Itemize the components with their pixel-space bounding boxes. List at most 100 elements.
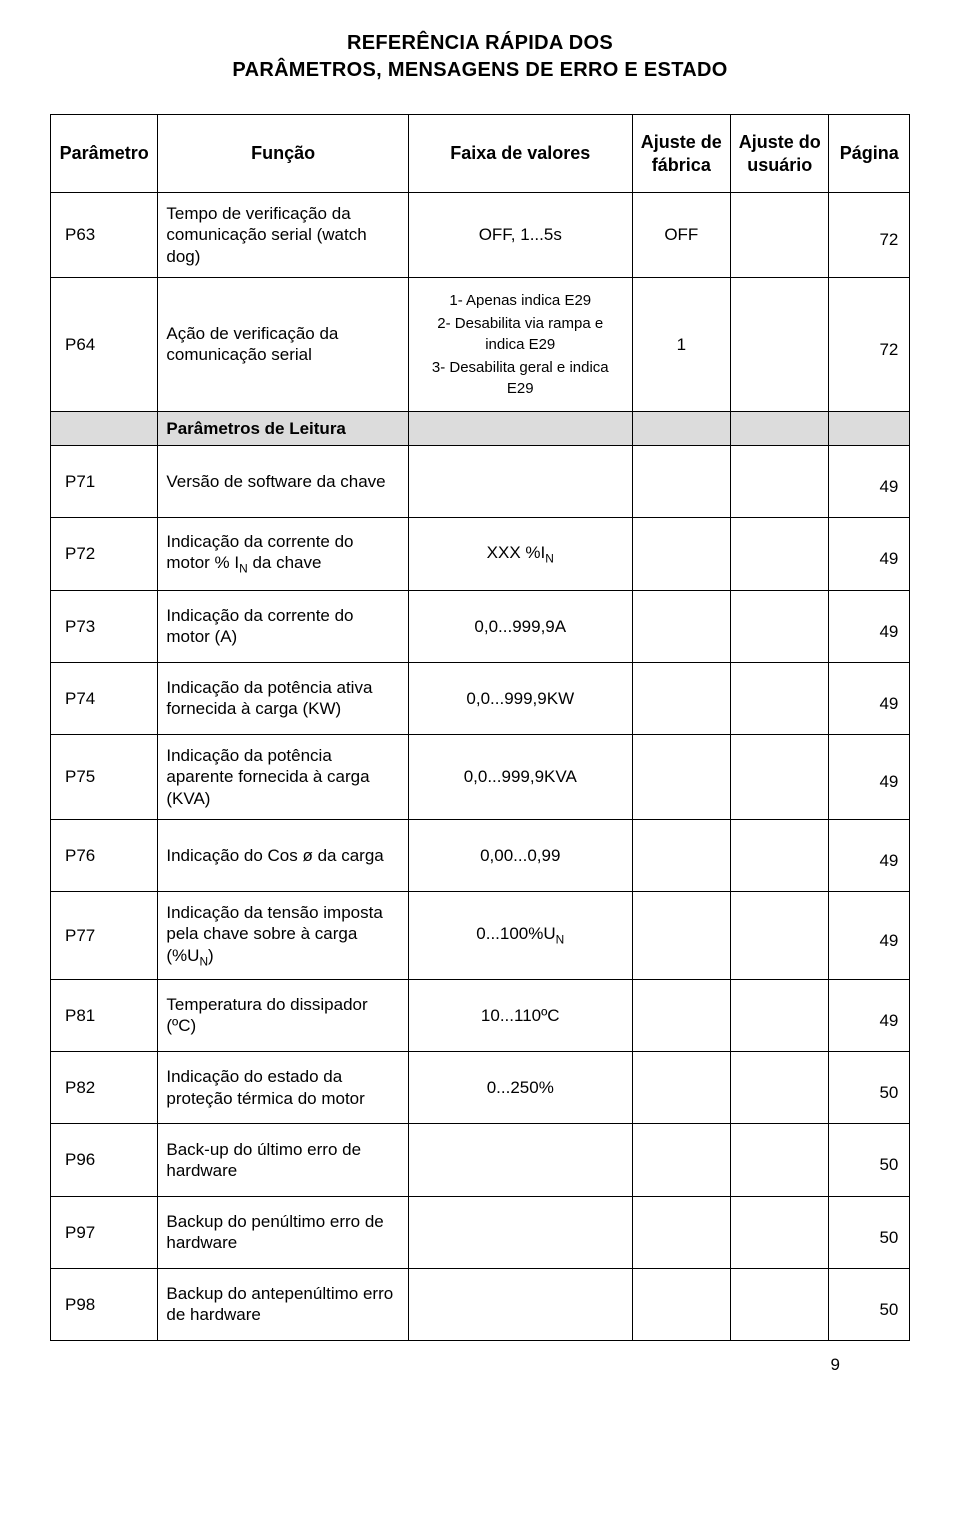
cell-func: Temperatura do dissipador (ºC)	[158, 979, 409, 1051]
cell-fab	[632, 892, 730, 980]
cell-func: Indicação da corrente do motor (A)	[158, 590, 409, 662]
cell-func: Indicação da tensão imposta pela chave s…	[158, 892, 409, 980]
cell-param: P72	[51, 518, 158, 590]
page-title: REFERÊNCIA RÁPIDA DOS PARÂMETROS, MENSAG…	[50, 30, 910, 84]
cell-param: P71	[51, 446, 158, 518]
parameters-table: Parâmetro Função Faixa de valores Ajuste…	[50, 114, 910, 1341]
cell-user	[731, 819, 829, 891]
cell-func: Back-up do último erro de hardware	[158, 1124, 409, 1196]
cell-fab	[632, 735, 730, 820]
cell-param: P73	[51, 590, 158, 662]
col-header-param: Parâmetro	[51, 115, 158, 193]
col-header-func: Função	[158, 115, 409, 193]
cell-fab	[632, 518, 730, 590]
cell-param: P64	[51, 277, 158, 411]
cell-fab	[632, 446, 730, 518]
cell-user	[731, 735, 829, 820]
cell-range: 0...250%	[408, 1052, 632, 1124]
cell-user	[731, 662, 829, 734]
cell-fab: OFF	[632, 193, 730, 278]
cell-fab	[632, 1196, 730, 1268]
cell-func: Indicação da potência ativa fornecida à …	[158, 662, 409, 734]
cell-param: P77	[51, 892, 158, 980]
cell-page: 72	[829, 193, 910, 278]
cell-page: 49	[829, 735, 910, 820]
cell-param: P63	[51, 193, 158, 278]
range-line: 2- Desabilita via rampa e indica E29	[417, 313, 624, 355]
table-row: P63 Tempo de verificação da comunicação …	[51, 193, 910, 278]
cell-func: Indicação do estado da proteção térmica …	[158, 1052, 409, 1124]
cell-range: 0...100%UN	[408, 892, 632, 980]
subscript: N	[545, 551, 554, 565]
cell-range: 10...110ºC	[408, 979, 632, 1051]
col-header-fabrica: Ajuste de fábrica	[632, 115, 730, 193]
cell-func: Backup do penúltimo erro de hardware	[158, 1196, 409, 1268]
section-empty	[408, 411, 632, 445]
func-text: )	[208, 946, 214, 965]
cell-fab	[632, 1124, 730, 1196]
cell-range	[408, 1268, 632, 1340]
section-empty	[51, 411, 158, 445]
cell-func: Ação de verificação da comunicação seria…	[158, 277, 409, 411]
footer-page-number: 9	[50, 1341, 910, 1375]
cell-param: P75	[51, 735, 158, 820]
cell-range: 0,0...999,9KW	[408, 662, 632, 734]
cell-user	[731, 518, 829, 590]
cell-page: 49	[829, 819, 910, 891]
page-container: REFERÊNCIA RÁPIDA DOS PARÂMETROS, MENSAG…	[0, 0, 960, 1395]
table-row: P82 Indicação do estado da proteção térm…	[51, 1052, 910, 1124]
cell-page: 72	[829, 277, 910, 411]
table-row: P73 Indicação da corrente do motor (A) 0…	[51, 590, 910, 662]
table-row: P64 Ação de verificação da comunicação s…	[51, 277, 910, 411]
cell-range: XXX %IN	[408, 518, 632, 590]
cell-user	[731, 979, 829, 1051]
cell-range: 0,00...0,99	[408, 819, 632, 891]
cell-fab	[632, 590, 730, 662]
cell-fab	[632, 1268, 730, 1340]
cell-func: Backup do antepenúltimo erro de hardware	[158, 1268, 409, 1340]
section-empty	[632, 411, 730, 445]
cell-user	[731, 1052, 829, 1124]
table-row: P75 Indicação da potência aparente forne…	[51, 735, 910, 820]
cell-range: 0,0...999,9KVA	[408, 735, 632, 820]
cell-user	[731, 1124, 829, 1196]
section-empty	[829, 411, 910, 445]
cell-page: 50	[829, 1268, 910, 1340]
cell-user	[731, 1196, 829, 1268]
cell-func: Versão de software da chave	[158, 446, 409, 518]
cell-user	[731, 590, 829, 662]
cell-param: P76	[51, 819, 158, 891]
cell-func: Indicação da potência aparente fornecida…	[158, 735, 409, 820]
subscript: N	[556, 933, 565, 947]
cell-page: 49	[829, 518, 910, 590]
table-row: P72 Indicação da corrente do motor % IN …	[51, 518, 910, 590]
cell-func: Indicação da corrente do motor % IN da c…	[158, 518, 409, 590]
func-text: da chave	[248, 553, 322, 572]
section-label: Parâmetros de Leitura	[158, 411, 409, 445]
cell-param: P82	[51, 1052, 158, 1124]
title-line-1: REFERÊNCIA RÁPIDA DOS	[347, 32, 613, 54]
cell-fab	[632, 1052, 730, 1124]
range-line: 1- Apenas indica E29	[417, 290, 624, 311]
subscript: N	[239, 562, 248, 576]
cell-fab	[632, 979, 730, 1051]
cell-range: OFF, 1...5s	[408, 193, 632, 278]
table-row: P74 Indicação da potência ativa fornecid…	[51, 662, 910, 734]
cell-param: P98	[51, 1268, 158, 1340]
table-row: P76 Indicação do Cos ø da carga 0,00...0…	[51, 819, 910, 891]
cell-user	[731, 193, 829, 278]
cell-page: 49	[829, 590, 910, 662]
col-header-pagina: Página	[829, 115, 910, 193]
col-header-range: Faixa de valores	[408, 115, 632, 193]
range-line: 3- Desabilita geral e indica E29	[417, 357, 624, 399]
cell-fab	[632, 819, 730, 891]
cell-page: 50	[829, 1196, 910, 1268]
cell-func: Tempo de verificação da comunicação seri…	[158, 193, 409, 278]
cell-range: 1- Apenas indica E29 2- Desabilita via r…	[408, 277, 632, 411]
cell-page: 49	[829, 892, 910, 980]
cell-user	[731, 1268, 829, 1340]
cell-fab	[632, 662, 730, 734]
section-row: Parâmetros de Leitura	[51, 411, 910, 445]
table-row: P98 Backup do antepenúltimo erro de hard…	[51, 1268, 910, 1340]
subscript: N	[199, 954, 208, 968]
